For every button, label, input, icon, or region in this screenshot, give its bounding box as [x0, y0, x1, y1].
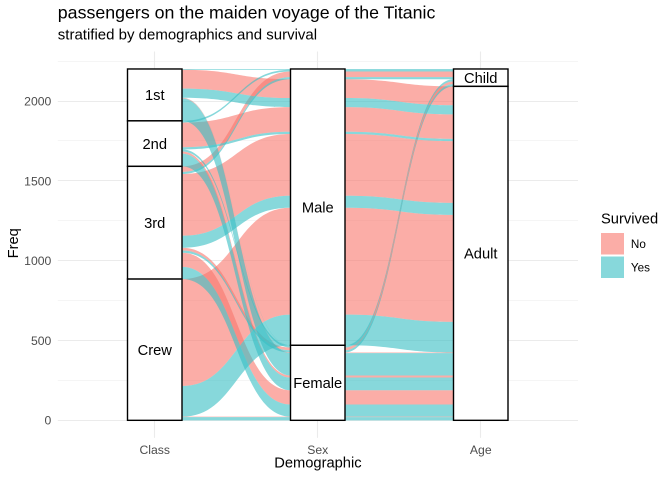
legend-label-yes: Yes [631, 262, 650, 275]
stratum-box [126, 120, 183, 168]
x-tick-label: Sex [307, 443, 328, 457]
alluvium-ribbon [127, 266, 508, 417]
x-tick-label: Age [470, 443, 492, 457]
legend-label-no: No [631, 238, 646, 251]
alluvium-ribbon [127, 195, 508, 248]
legend-title: Survived [601, 212, 658, 228]
stratum-label: Adult [464, 247, 497, 263]
stratum-label: Child [464, 71, 497, 87]
y-axis-title: Freq [6, 228, 22, 258]
alluvium-ribbon [127, 98, 508, 376]
y-tick-label: 0 [45, 414, 52, 428]
stratum-label: Male [302, 200, 334, 216]
y-tick-label: 1000 [24, 254, 51, 268]
y-tick-label: 1500 [24, 174, 51, 188]
stratum-label: Female [293, 376, 342, 392]
legend-key-yes [601, 256, 624, 278]
alluvium-ribbon [127, 252, 508, 405]
alluvium-ribbon [127, 131, 508, 150]
stratum-labels: 1st 2nd 3rd Crew Male Female Child Adult [138, 71, 498, 392]
axis-labels: 0 500 1000 1500 2000 Class Sex Age [24, 94, 492, 456]
stratum-box [289, 68, 346, 346]
stratum-label: 1st [145, 88, 165, 104]
stratum-box [126, 278, 183, 422]
y-tick-label: 500 [31, 334, 52, 348]
alluvium-ribbon [127, 314, 508, 417]
stratum-box [126, 68, 183, 122]
legend-key-no [601, 233, 624, 255]
x-tick-label: Class [140, 443, 170, 457]
plot-title: passengers on the maiden voyage of the T… [58, 2, 436, 22]
stratum-box [126, 165, 183, 280]
plot-subtitle: stratified by demographics and survival [58, 26, 317, 43]
legend-items: No Yes [601, 233, 650, 278]
stratum-boxes [126, 68, 509, 422]
stratum-label: 3rd [144, 216, 165, 232]
stratum-box [452, 85, 509, 422]
stratum-box [289, 344, 346, 422]
y-tick-label: 2000 [24, 94, 51, 108]
stratum-label: Crew [138, 343, 173, 359]
stratum-label: 2nd [142, 137, 167, 153]
x-axis-title: Demographic [274, 456, 361, 472]
